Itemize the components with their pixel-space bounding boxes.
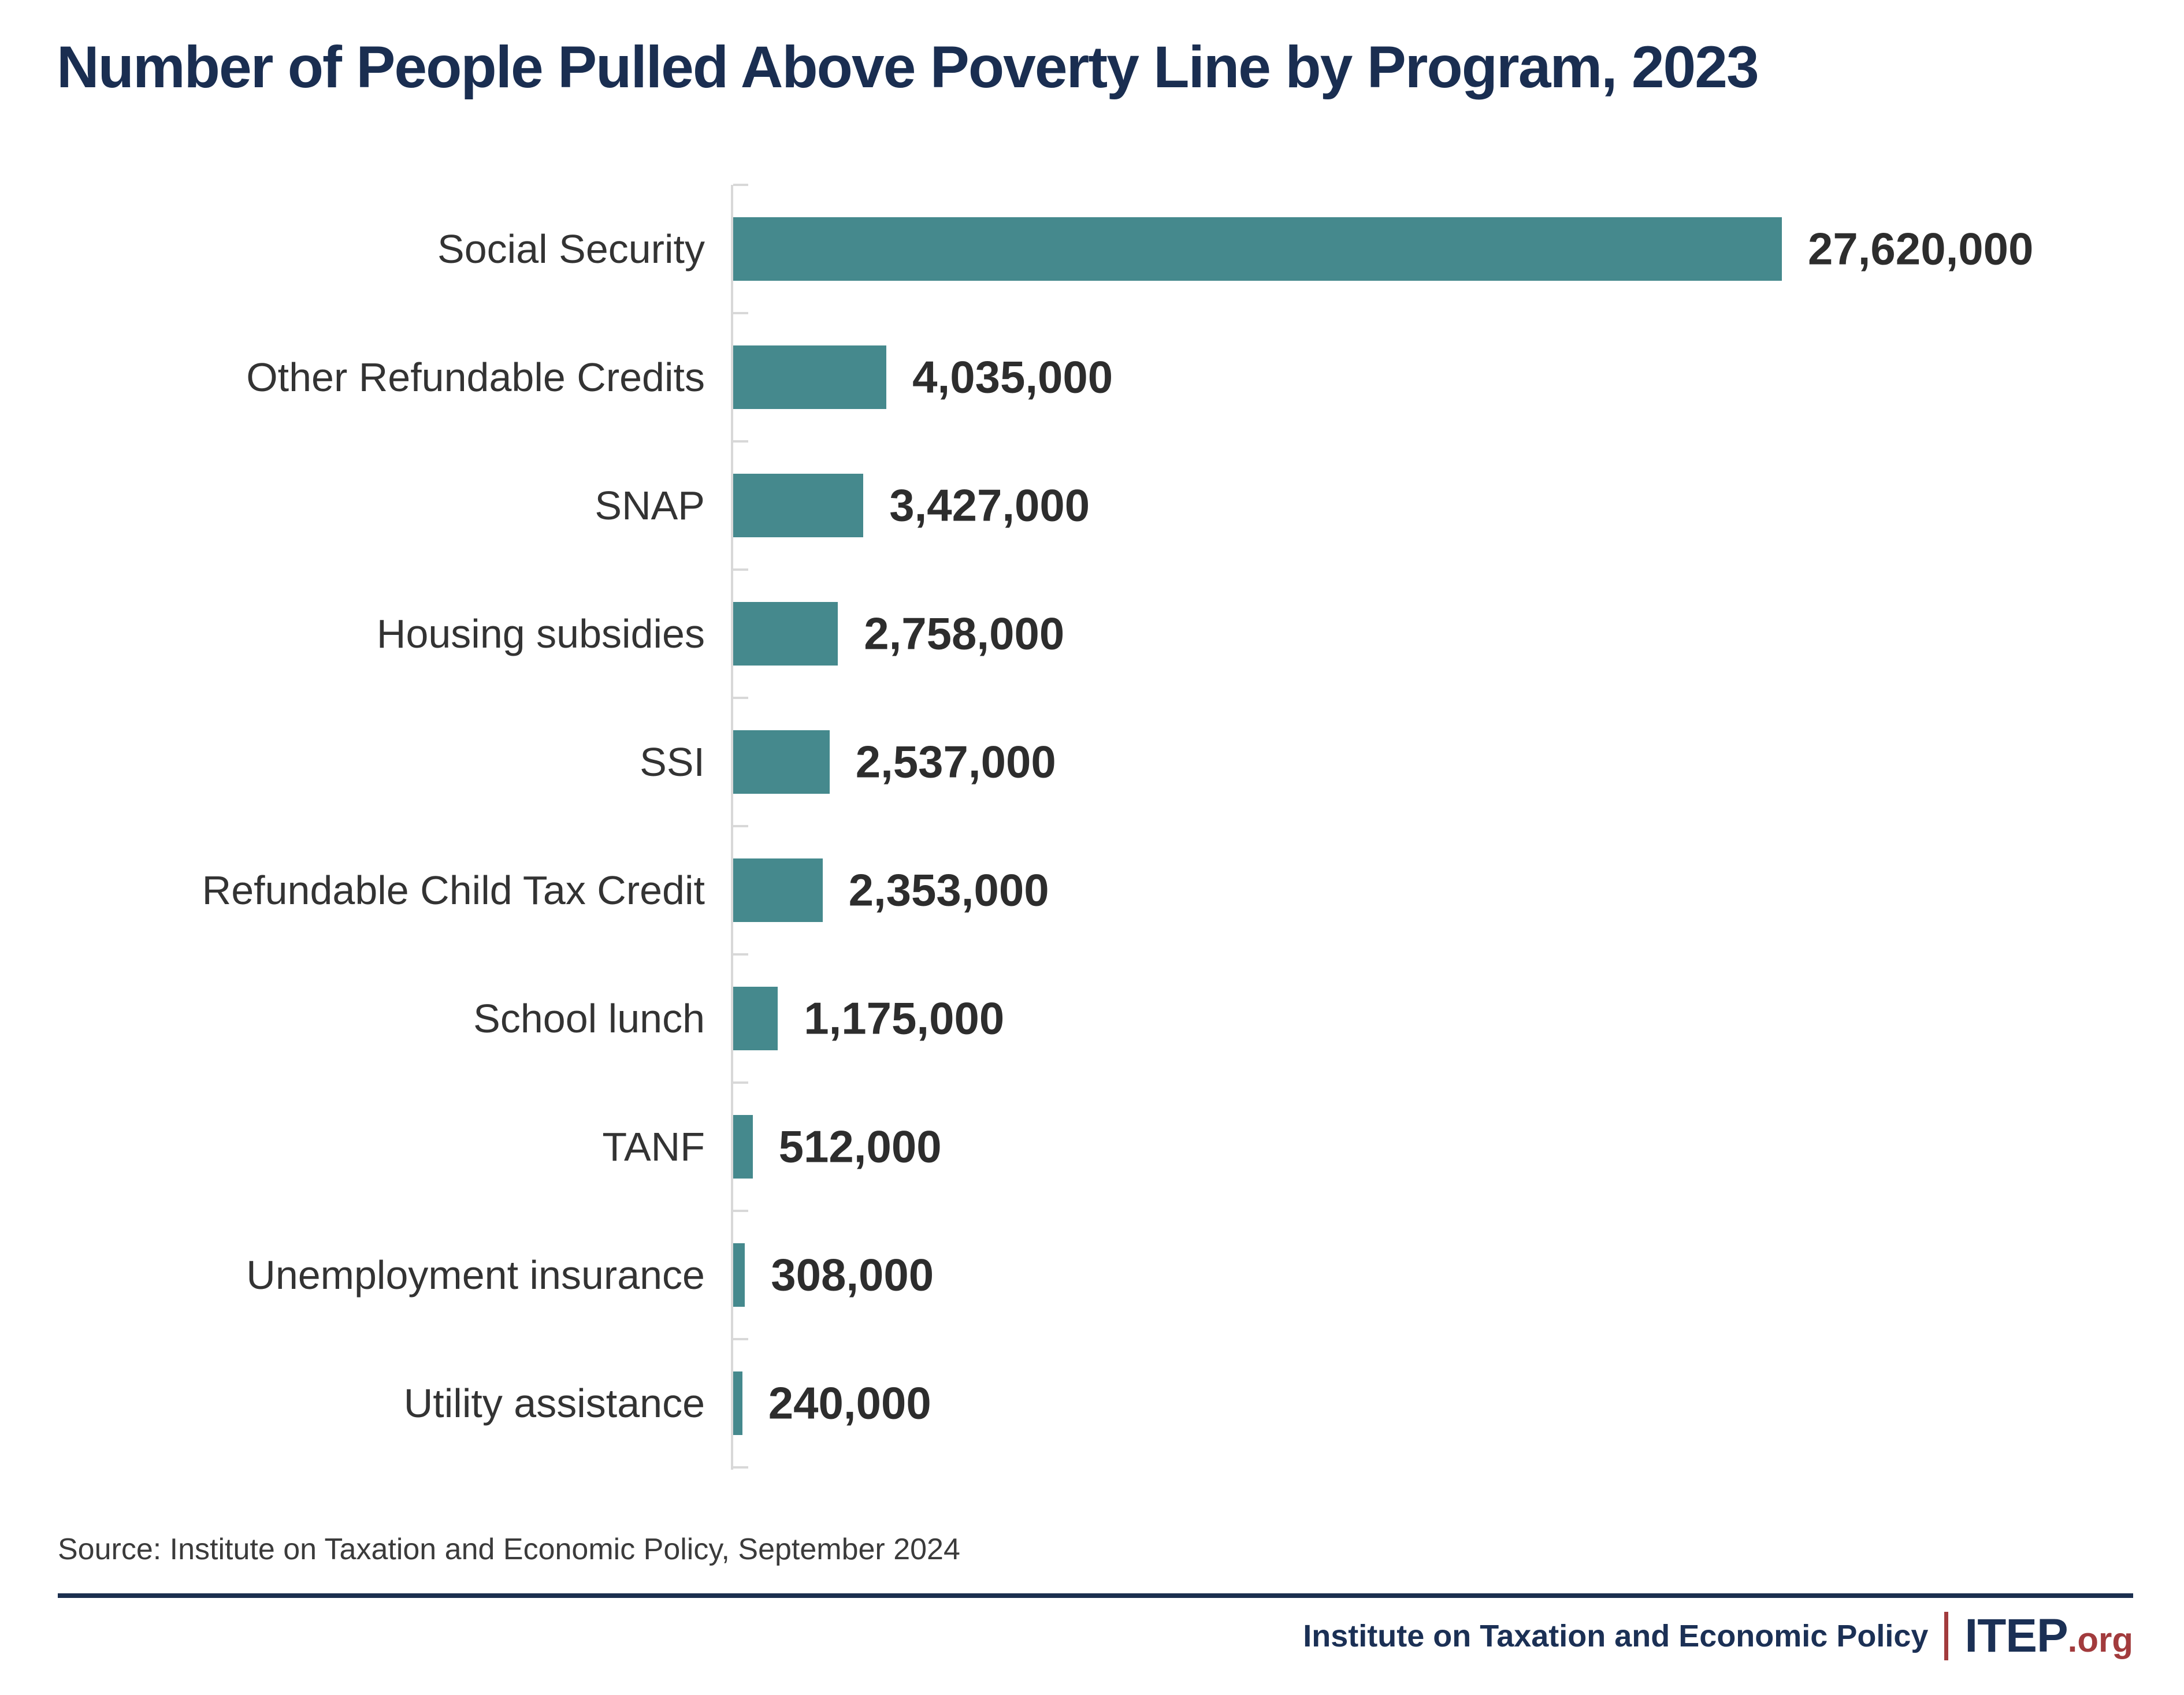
chart-row-other-refundable-credits: Other Refundable Credits 4,035,000 <box>0 313 2184 441</box>
bar-unemployment-insurance <box>733 1243 745 1307</box>
axis-tick <box>733 953 748 956</box>
itep-logo: ITEP .org <box>1964 1609 2133 1663</box>
axis-tick <box>733 1338 748 1340</box>
chart-row-ssi: SSI 2,537,000 <box>0 698 2184 826</box>
axis-tick <box>733 312 748 314</box>
category-label-school-lunch: School lunch <box>473 996 705 1041</box>
value-label-utility-assistance: 240,000 <box>768 1377 931 1429</box>
bar-tanf <box>733 1115 753 1179</box>
category-label-utility-assistance: Utility assistance <box>403 1381 705 1426</box>
axis-tick <box>733 1466 748 1469</box>
bar-utility-assistance <box>733 1371 742 1435</box>
chart-row-housing-subsidies: Housing subsidies 2,758,000 <box>0 570 2184 698</box>
bar-refundable-child-tax-credit <box>733 858 823 922</box>
chart-row-snap: SNAP 3,427,000 <box>0 441 2184 570</box>
category-label-other-refundable-credits: Other Refundable Credits <box>246 355 705 400</box>
itep-logo-tld: .org <box>2067 1620 2133 1659</box>
bar-school-lunch <box>733 987 778 1050</box>
axis-tick <box>733 184 748 186</box>
value-label-housing-subsidies: 2,758,000 <box>864 608 1065 659</box>
bar-snap <box>733 474 864 537</box>
chart-row-utility-assistance: Utility assistance 240,000 <box>0 1339 2184 1467</box>
value-label-other-refundable-credits: 4,035,000 <box>912 351 1113 403</box>
category-label-housing-subsidies: Housing subsidies <box>376 611 705 656</box>
axis-tick <box>733 1081 748 1084</box>
chart-title: Number of People Pulled Above Poverty Li… <box>57 34 1759 100</box>
bar-ssi <box>733 730 830 794</box>
footer-divider <box>58 1593 2133 1598</box>
category-label-refundable-child-tax-credit: Refundable Child Tax Credit <box>202 868 705 913</box>
category-label-snap: SNAP <box>595 483 705 528</box>
axis-tick <box>733 440 748 443</box>
axis-tick <box>733 568 748 571</box>
footer-separator-bar <box>1944 1612 1949 1660</box>
chart-row-social-security: Social Security 27,620,000 <box>0 185 2184 313</box>
value-label-social-security: 27,620,000 <box>1808 223 2034 274</box>
category-label-social-security: Social Security <box>437 226 705 272</box>
axis-tick <box>733 825 748 827</box>
y-axis-line <box>731 185 733 1470</box>
category-label-tanf: TANF <box>602 1124 705 1169</box>
bar-chart: Social Security 27,620,000 Other Refundabl… <box>0 184 2184 1470</box>
value-label-unemployment-insurance: 308,000 <box>771 1249 934 1300</box>
value-label-snap: 3,427,000 <box>889 479 1090 531</box>
value-label-tanf: 512,000 <box>778 1121 942 1172</box>
source-note: Source: Institute on Taxation and Econom… <box>58 1533 960 1566</box>
axis-tick <box>733 1210 748 1212</box>
bar-housing-subsidies <box>733 602 838 666</box>
footer-org-name: Institute on Taxation and Economic Polic… <box>1303 1619 1929 1653</box>
category-label-ssi: SSI <box>640 739 705 785</box>
value-label-ssi: 2,537,000 <box>855 736 1056 787</box>
bar-social-security <box>733 217 1782 281</box>
chart-row-refundable-child-tax-credit: Refundable Child Tax Credit 2,353,000 <box>0 826 2184 954</box>
bar-other-refundable-credits <box>733 345 887 409</box>
chart-row-tanf: TANF 512,000 <box>0 1083 2184 1211</box>
footer: Institute on Taxation and Economic Polic… <box>1303 1605 2133 1667</box>
value-label-school-lunch: 1,175,000 <box>804 993 1005 1044</box>
axis-tick <box>733 697 748 699</box>
itep-logo-text: ITEP <box>1964 1609 2068 1662</box>
category-label-unemployment-insurance: Unemployment insurance <box>246 1252 705 1298</box>
chart-row-school-lunch: School lunch 1,175,000 <box>0 954 2184 1083</box>
chart-row-unemployment-insurance: Unemployment insurance 308,000 <box>0 1211 2184 1339</box>
value-label-refundable-child-tax-credit: 2,353,000 <box>848 864 1049 916</box>
